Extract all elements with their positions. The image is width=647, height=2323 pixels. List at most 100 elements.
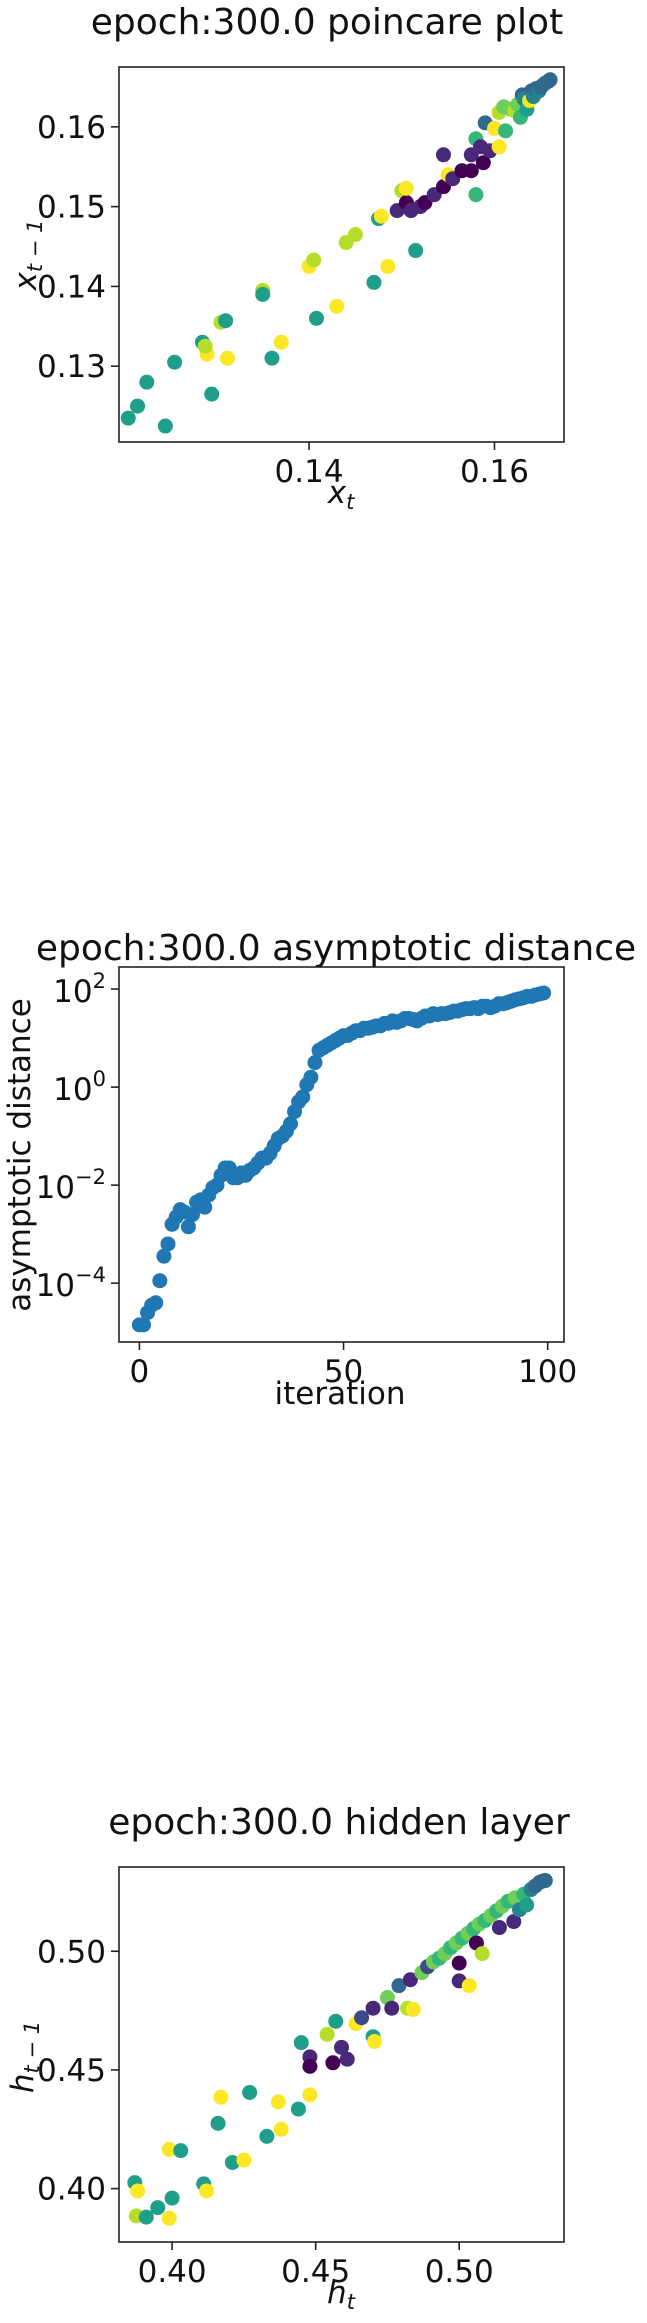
data-point xyxy=(498,123,514,139)
plot-frame xyxy=(118,966,565,1343)
data-point xyxy=(506,1914,522,1930)
data-point xyxy=(366,274,382,290)
data-point xyxy=(347,227,363,243)
x-axis-ticks: 0.40 0.45 0.50 xyxy=(138,2242,494,2290)
data-point xyxy=(236,2152,252,2168)
data-point xyxy=(199,2183,215,2199)
y-tick-label: 0.15 xyxy=(37,190,106,226)
data-point xyxy=(398,180,414,196)
data-point xyxy=(161,2210,177,2226)
data-point xyxy=(293,2035,309,2051)
data-point xyxy=(408,243,424,259)
x-tick-label: 0.40 xyxy=(138,2254,207,2290)
data-point xyxy=(329,298,345,314)
data-point xyxy=(328,2013,344,2029)
data-point xyxy=(157,418,173,434)
data-point xyxy=(210,2115,226,2131)
data-point xyxy=(213,2089,229,2105)
x-tick-label: 0 xyxy=(130,1354,150,1390)
y-axis-label: ht − 1 xyxy=(5,2021,44,2093)
data-point xyxy=(474,1946,490,1962)
data-point xyxy=(197,1199,213,1215)
chart-title: epoch:300.0 hidden layer xyxy=(108,1802,570,1843)
data-point xyxy=(491,1920,507,1936)
data-point xyxy=(325,2055,341,2071)
data-point xyxy=(303,1069,319,1085)
data-point xyxy=(475,155,491,171)
y-tick-label: 0.50 xyxy=(37,1934,106,1970)
data-point xyxy=(161,2141,177,2157)
data-point xyxy=(197,338,213,354)
data-point xyxy=(334,2039,349,2055)
data-point xyxy=(365,2000,381,2016)
data-point xyxy=(224,2154,240,2170)
x-tick-label: 0.50 xyxy=(425,2254,494,2290)
scatter-points xyxy=(127,1873,553,2226)
data-point xyxy=(242,2084,258,2100)
data-point xyxy=(537,1873,553,1889)
data-point xyxy=(451,1955,467,1971)
data-point xyxy=(542,72,558,88)
data-point xyxy=(384,2000,400,2016)
data-point xyxy=(468,187,484,203)
chart-title: epoch:300.0 poincare plot xyxy=(91,2,563,43)
data-point xyxy=(290,2101,306,2117)
x-tick-label: 0.16 xyxy=(460,454,529,490)
data-point xyxy=(402,1972,418,1988)
y-axis-label: xt − 1 xyxy=(8,220,47,292)
y-tick-label: 10−4 xyxy=(36,1263,106,1304)
x-tick-label: 50 xyxy=(324,1354,363,1390)
data-point xyxy=(139,374,155,390)
data-point xyxy=(270,2094,286,2110)
chart-hidden-layer: epoch:300.0 hidden layer 0.40 0.45 0.50 0.… xyxy=(5,1802,570,2314)
data-point xyxy=(391,1978,407,1994)
data-point xyxy=(259,2128,275,2144)
y-tick-label: 0.40 xyxy=(37,2172,106,2208)
y-axis-ticks: 0.13 0.14 0.15 0.16 xyxy=(37,110,119,385)
data-point xyxy=(219,350,235,366)
data-point xyxy=(218,313,234,329)
x-tick-label: 0.14 xyxy=(275,454,344,490)
x-axis-label: xt xyxy=(327,475,355,514)
y-axis-label: asymptotic distance xyxy=(2,998,38,1312)
data-point xyxy=(120,410,136,426)
data-point xyxy=(405,2001,421,2017)
scatter-points xyxy=(131,985,552,1333)
x-axis-ticks: 0.14 0.16 xyxy=(275,442,529,490)
data-point xyxy=(264,350,280,366)
data-point xyxy=(463,163,479,179)
y-tick-label: 0.45 xyxy=(37,2053,106,2089)
data-point xyxy=(148,1295,164,1311)
x-axis-label: iteration xyxy=(275,1376,406,1412)
x-tick-label: 100 xyxy=(518,1354,577,1390)
data-point xyxy=(282,1116,298,1132)
data-point xyxy=(167,354,183,370)
data-point xyxy=(308,310,324,326)
data-point xyxy=(164,2190,180,2206)
data-point xyxy=(135,1317,151,1333)
data-point xyxy=(536,985,552,1001)
data-point xyxy=(184,1207,200,1223)
data-point xyxy=(180,1219,196,1235)
data-point xyxy=(150,2200,166,2216)
chart-title: epoch:300.0 asymptotic distance xyxy=(36,928,636,969)
data-point xyxy=(138,2209,154,2225)
data-point xyxy=(156,1248,172,1264)
data-point xyxy=(173,2143,189,2159)
scatter-points xyxy=(120,72,558,434)
data-point xyxy=(273,334,289,350)
data-point xyxy=(491,139,507,155)
data-point xyxy=(295,1089,311,1105)
x-tick-label: 0.45 xyxy=(281,2254,350,2290)
y-tick-label: 10−2 xyxy=(36,1165,106,1206)
data-point xyxy=(130,2183,146,2199)
y-axis-ticks: 10−4 10−2 100 102 xyxy=(36,969,119,1304)
data-point xyxy=(435,147,451,163)
plot-frame xyxy=(118,66,565,443)
data-point xyxy=(519,1897,535,1913)
data-point xyxy=(204,386,220,402)
y-tick-label: 0.14 xyxy=(37,269,106,305)
chart-poincare-plot: epoch:300.0 poincare plot 0.14 0.16 0.130… xyxy=(8,2,565,514)
data-point xyxy=(380,258,396,274)
